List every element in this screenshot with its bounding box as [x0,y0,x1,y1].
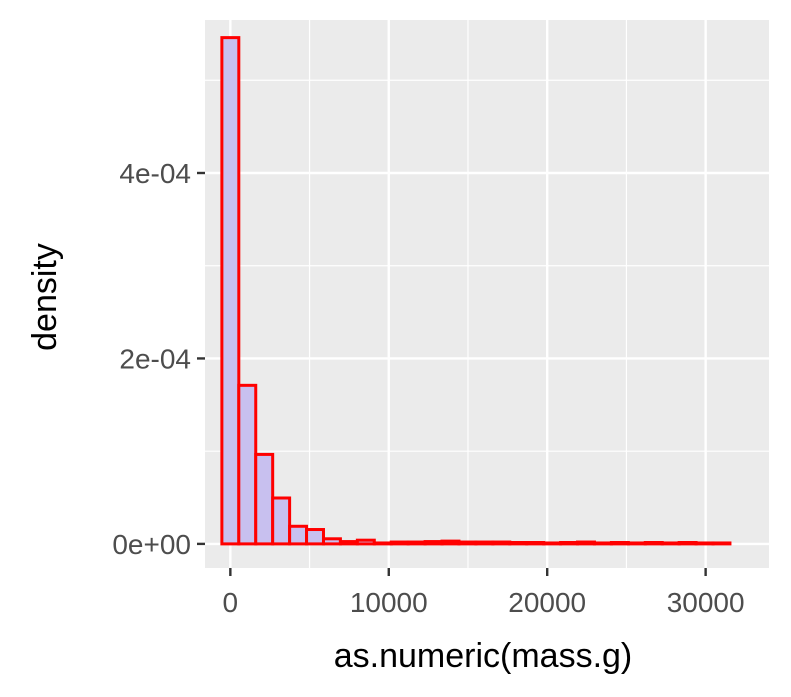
histogram-bar [389,540,410,546]
x-axis-title: as.numeric(mass.g) [334,637,633,675]
histogram-bar [609,541,630,546]
histogram-bar [474,540,495,546]
axis-ticks [197,171,707,576]
tick-labels: 0 10000 20000 30000 0e+00 2e-04 4e-04 [112,158,744,618]
histogram-bar [321,537,342,546]
histogram-bar [372,541,393,546]
histogram-bar [508,541,529,546]
histogram-bar [271,496,292,546]
histogram-bar [626,541,647,546]
histogram-bar [592,541,613,546]
histogram-bar [576,540,596,546]
x-tick-label: 30000 [667,587,745,618]
y-axis-title: density [26,243,64,351]
histogram-bar [237,383,258,546]
y-tick-label: 4e-04 [119,158,191,189]
histogram-bar [220,36,241,546]
histogram-bar [491,540,512,546]
histogram-bar [305,528,325,546]
histogram-bar [288,524,309,546]
y-tick-label: 2e-04 [119,343,191,374]
histogram-bar [423,540,444,546]
histogram-bar [338,540,359,546]
histogram-bar [406,540,427,546]
histogram-bar [660,541,681,546]
histogram-bar [542,541,563,546]
x-tick-label: 10000 [350,587,428,618]
histogram-bar [559,541,580,546]
histogram-bar [643,541,664,546]
x-tick-label: 0 [223,587,239,618]
histogram-bar [525,541,546,546]
plot-panel [205,20,769,568]
histogram-bars [220,36,732,546]
histogram-bar [711,541,732,546]
histogram-bar [694,541,715,546]
x-tick-label: 20000 [508,587,586,618]
y-tick-label: 0e+00 [112,529,191,560]
histogram-bar [355,538,376,546]
histogram-bar [677,541,698,546]
histogram-bar [254,452,275,546]
histogram-bar [440,539,461,546]
histogram-bar [457,540,478,546]
